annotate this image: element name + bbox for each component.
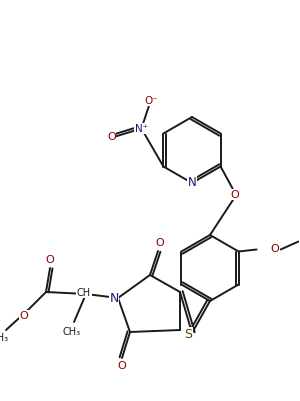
Text: N⁺: N⁺	[135, 124, 148, 134]
Text: O: O	[46, 255, 54, 265]
Text: S: S	[184, 328, 192, 340]
Text: O: O	[118, 361, 126, 371]
Text: O⁻: O⁻	[145, 95, 158, 105]
Text: O: O	[20, 311, 28, 321]
Text: CH₃: CH₃	[299, 233, 300, 243]
Text: O: O	[270, 245, 279, 255]
Text: O: O	[230, 190, 239, 200]
Text: CH₃: CH₃	[0, 333, 9, 343]
Text: N: N	[109, 292, 119, 304]
Text: CH: CH	[77, 288, 91, 298]
Text: N: N	[188, 176, 196, 190]
Text: CH₃: CH₃	[63, 327, 81, 337]
Text: O: O	[156, 238, 164, 248]
Text: O: O	[107, 132, 116, 142]
